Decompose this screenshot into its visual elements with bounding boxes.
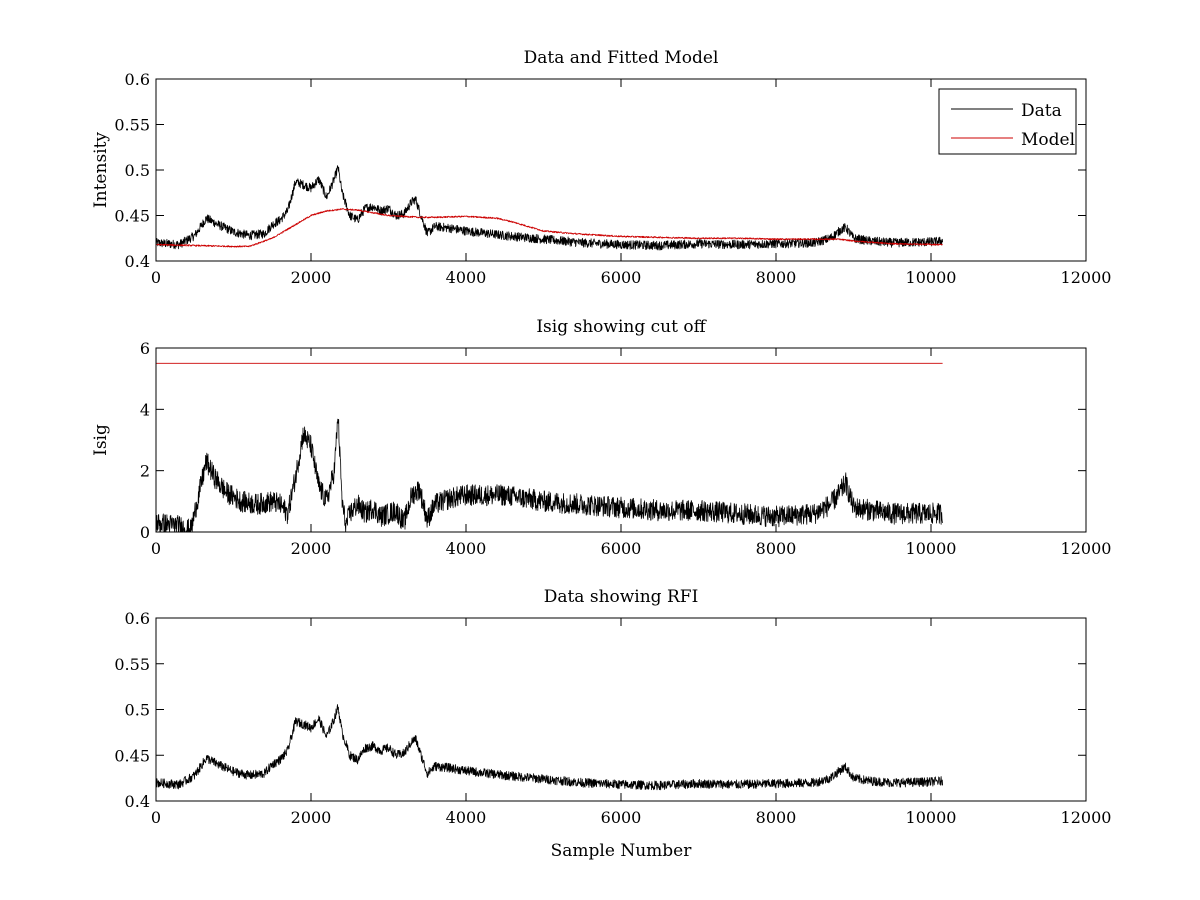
series-layer [155,165,943,251]
y-tick-label: 0.55 [114,655,150,674]
x-axis-title: Sample Number [551,841,693,861]
axis-ticks: 0 2000 4000 6000 8000 10000 12000 0.4 0.45 0.5 0.5… [114,70,1111,287]
y-tick-label: 0.6 [125,609,150,628]
legend-box [938,88,1077,155]
y-tick-label: 6 [140,339,150,358]
y-tick-label: 0 [140,523,150,542]
x-tick-label: 8000 [756,268,797,287]
x-tick-label: 12000 [1061,268,1112,287]
data-series-line [155,165,943,251]
legend-label-data: Data [1021,101,1062,121]
x-tick-label: 4000 [446,539,487,558]
axis-ticks: 0 2000 4000 6000 8000 10000 12000 0.4 0.45 0.5 0.5… [114,609,1111,827]
model-series-line [155,208,943,248]
x-tick-label: 6000 [601,268,642,287]
main-series-line [155,704,943,791]
x-tick-label: 2000 [291,808,332,827]
panel-title: Data and Fitted Model [524,48,719,68]
y-tick-label: 0.5 [125,161,150,180]
x-tick-label: 10000 [906,539,957,558]
y-tick-label: 0.55 [114,116,150,135]
x-tick-label: 10000 [906,808,957,827]
main-series-line [155,418,943,533]
legend: Data Model [938,88,1077,155]
y-tick-label: 4 [140,400,150,419]
series-layer [155,704,943,791]
x-tick-label: 12000 [1061,808,1112,827]
axis-ticks: 0 2000 4000 6000 8000 10000 12000 0 2 4 6 [140,339,1112,558]
panel-title: Data showing RFI [544,587,699,607]
panel-data-and-fitted-model: Data and Fitted Model Intensity 0 2000 400… [91,48,1111,287]
y-tick-label: 0.4 [125,252,150,271]
x-tick-label: 10000 [906,268,957,287]
y-tick-label: 0.6 [125,70,150,89]
x-tick-label: 8000 [756,808,797,827]
panel-data-showing-rfi: Data showing RFI Sample Number 0 2000 4000… [114,587,1111,861]
x-tick-label: 2000 [291,268,332,287]
x-tick-label: 0 [151,808,161,827]
x-tick-label: 8000 [756,539,797,558]
legend-label-model: Model [1021,130,1075,150]
y-tick-label: 0.5 [125,701,150,720]
x-tick-label: 6000 [601,539,642,558]
panel-title: Isig showing cut off [536,317,707,337]
x-tick-label: 4000 [446,268,487,287]
y-axis-title: Intensity [91,132,111,208]
y-tick-label: 2 [140,462,150,481]
x-tick-label: 2000 [291,539,332,558]
x-tick-label: 6000 [601,808,642,827]
x-tick-label: 0 [151,268,161,287]
series-layer [155,362,943,533]
y-axis-title: Isig [91,424,111,456]
panel-isig-showing-cut-off: Isig showing cut off Isig 0 2000 4000 6000 8… [91,317,1111,558]
x-tick-label: 4000 [446,808,487,827]
x-tick-label: 12000 [1061,539,1112,558]
y-tick-label: 0.45 [114,207,150,226]
y-tick-label: 0.45 [114,746,150,765]
x-tick-label: 0 [151,539,161,558]
y-tick-label: 0.4 [125,792,150,811]
